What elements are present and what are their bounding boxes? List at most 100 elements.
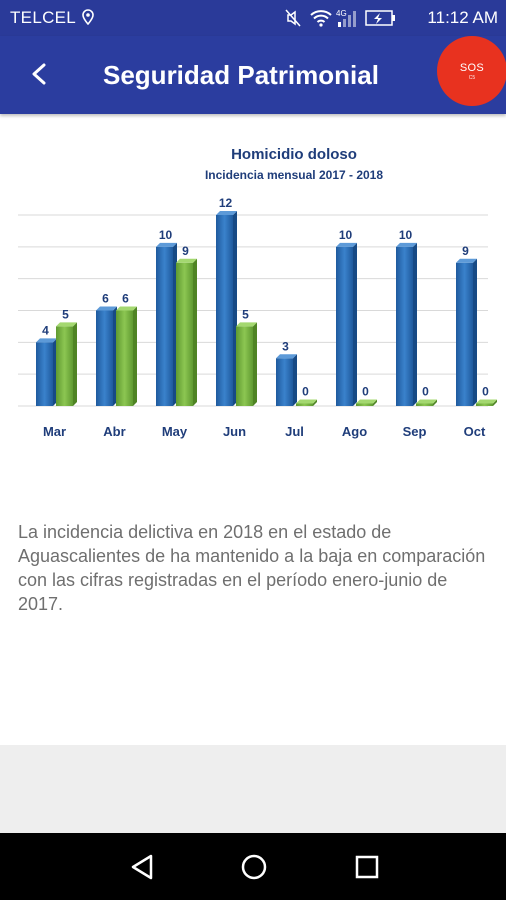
network-type-label: 4G xyxy=(336,9,347,18)
bar-side xyxy=(413,242,417,406)
bar-side xyxy=(253,322,257,406)
x-tick-label: May xyxy=(162,424,188,439)
page-title: Seguridad Patrimonial xyxy=(103,60,379,90)
data-label: 10 xyxy=(159,228,173,242)
bar-ago-series-1 xyxy=(336,246,353,406)
bar-top xyxy=(276,354,297,359)
bar-top xyxy=(176,258,197,263)
data-label: 6 xyxy=(122,292,129,306)
nav-recents-button[interactable] xyxy=(351,851,383,883)
data-label: 6 xyxy=(102,292,109,306)
data-label: 0 xyxy=(362,385,369,399)
status-bar: TELCEL 4G xyxy=(0,0,506,36)
description-text: La incidencia delictiva en 2018 en el es… xyxy=(18,522,486,614)
data-label: 4 xyxy=(42,323,49,337)
bar-top xyxy=(456,258,477,263)
mute-icon xyxy=(285,9,301,27)
triangle-back-icon xyxy=(131,854,153,880)
nav-home-button[interactable] xyxy=(238,851,270,883)
bar-oct-series-2 xyxy=(476,403,493,406)
bar-jul-series-1 xyxy=(276,358,293,406)
bar-top xyxy=(356,399,377,404)
back-arrow-icon xyxy=(32,63,46,85)
data-label: 5 xyxy=(242,307,249,321)
square-recents-icon xyxy=(355,855,379,879)
bar-abr-series-1 xyxy=(96,310,113,406)
location-icon xyxy=(82,9,94,30)
data-label: 0 xyxy=(302,385,309,399)
status-icons: 4G xyxy=(284,8,414,33)
data-label: 5 xyxy=(62,307,69,321)
bar-may-series-1 xyxy=(156,246,173,406)
chart-subtitle: Incidencia mensual 2017 - 2018 xyxy=(205,168,383,182)
data-label: 0 xyxy=(482,385,489,399)
chart-container: Homicidio doloso Incidencia mensual 2017… xyxy=(0,120,506,450)
bar-oct-series-1 xyxy=(456,262,473,406)
data-label: 10 xyxy=(399,228,413,242)
x-tick-label: Mar xyxy=(43,424,66,439)
bar-jun-series-2 xyxy=(236,326,253,406)
bar-top xyxy=(296,399,317,404)
bottom-panel xyxy=(0,745,506,833)
bar-mar-series-1 xyxy=(36,342,53,406)
bar-top xyxy=(336,242,357,247)
nav-back-button[interactable] xyxy=(127,851,159,883)
data-label: 10 xyxy=(339,228,353,242)
signal-icon xyxy=(338,11,356,27)
bar-side xyxy=(433,399,437,406)
bar-jun-series-1 xyxy=(216,215,233,406)
chart-x-axis: Mar Abr May Jun Jul Ago Sep Oct xyxy=(43,424,486,439)
bar-ago-series-2 xyxy=(356,403,373,406)
wifi-icon xyxy=(310,10,332,27)
data-label: 9 xyxy=(182,244,189,258)
bar-top xyxy=(216,211,237,215)
data-label: 3 xyxy=(282,339,289,353)
data-label: 0 xyxy=(422,385,429,399)
bar-side xyxy=(313,399,317,406)
bar-side xyxy=(133,306,137,406)
app-bar: Seguridad Patrimonial SOS C5 xyxy=(0,36,506,114)
bar-side xyxy=(373,399,377,406)
x-tick-label: Ago xyxy=(342,424,367,439)
sos-button[interactable]: SOS C5 xyxy=(437,36,506,106)
bar-side xyxy=(353,242,357,406)
bar-side xyxy=(473,258,477,406)
sos-label: SOS xyxy=(459,62,485,74)
bar-jul-series-2 xyxy=(296,403,313,406)
clock: 11:12 AM xyxy=(427,8,498,27)
data-label: 9 xyxy=(462,244,469,258)
bar-top xyxy=(416,399,437,404)
x-tick-label: Jun xyxy=(223,424,246,439)
sos-sublabel: C5 xyxy=(468,75,476,81)
x-tick-label: Sep xyxy=(403,424,427,439)
homicide-bar-chart: Homicidio doloso Incidencia mensual 2017… xyxy=(18,146,497,439)
bar-side xyxy=(73,322,77,406)
bar-may-series-2 xyxy=(176,262,193,406)
data-label: 12 xyxy=(219,196,233,210)
bar-top xyxy=(396,242,417,247)
bar-top xyxy=(116,306,137,311)
x-tick-label: Abr xyxy=(103,424,125,439)
back-button[interactable] xyxy=(22,56,58,92)
x-tick-label: Jul xyxy=(285,424,304,439)
system-nav-bar xyxy=(0,833,506,900)
bar-top xyxy=(156,242,177,247)
carrier-label: TELCEL xyxy=(10,8,77,27)
bar-sep-series-1 xyxy=(396,246,413,406)
bar-top xyxy=(476,399,497,404)
bar-sep-series-2 xyxy=(416,403,433,406)
bar-mar-series-2 xyxy=(56,326,73,406)
bar-top xyxy=(36,338,57,343)
bar-top xyxy=(236,322,257,327)
bar-side xyxy=(493,399,497,406)
battery-charging-icon xyxy=(365,10,395,26)
bar-side xyxy=(193,258,197,406)
circle-home-icon xyxy=(241,854,267,880)
bar-abr-series-2 xyxy=(116,310,133,406)
x-tick-label: Oct xyxy=(464,424,486,439)
bar-top xyxy=(56,322,77,327)
chart-title: Homicidio doloso xyxy=(231,146,357,163)
bar-top xyxy=(96,306,117,311)
bar-side xyxy=(293,354,297,406)
